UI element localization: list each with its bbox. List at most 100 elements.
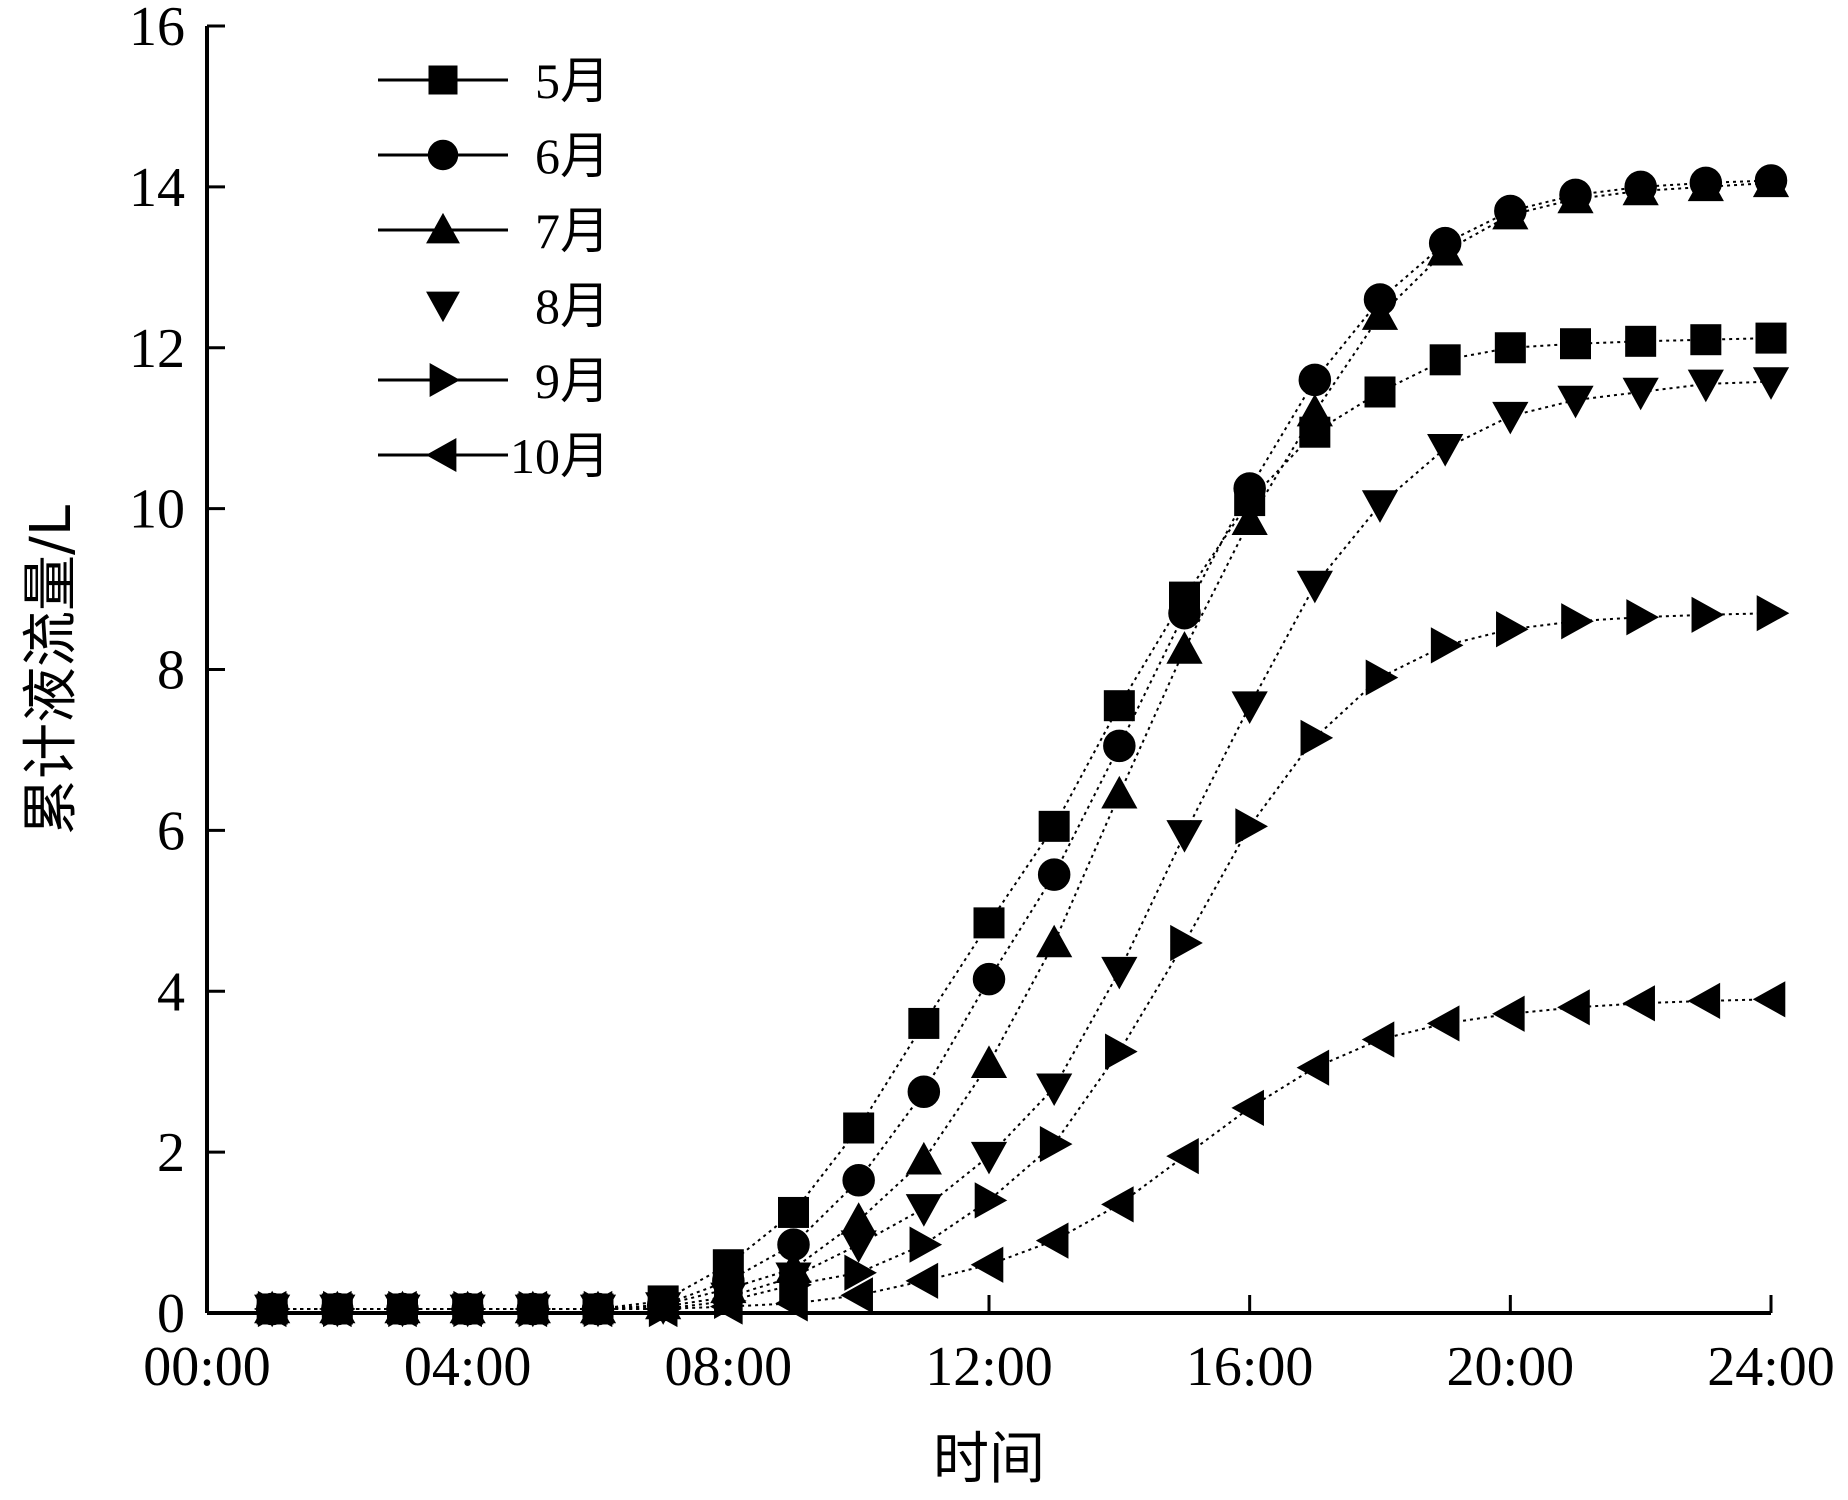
- series-line: [272, 181, 1772, 1310]
- legend-marker: [428, 65, 458, 95]
- series-line: [272, 179, 1772, 1310]
- data-point: [972, 962, 1006, 996]
- data-point: [514, 1290, 548, 1328]
- data-point: [1494, 332, 1526, 364]
- x-tick-label: 04:00: [404, 1336, 532, 1398]
- data-point: [840, 1277, 873, 1314]
- data-point: [1492, 196, 1529, 230]
- data-point: [1361, 1021, 1395, 1058]
- x-tick-label: 12:00: [925, 1336, 1053, 1398]
- data-point: [1426, 1005, 1460, 1042]
- data-point: [1626, 599, 1659, 636]
- data-point: [1233, 472, 1266, 505]
- data-point: [1752, 367, 1790, 400]
- data-point: [1427, 433, 1464, 467]
- y-tick-label: 16: [129, 0, 185, 58]
- data-point: [907, 1075, 941, 1109]
- data-point: [1756, 595, 1790, 632]
- y-tick-label: 4: [157, 961, 185, 1023]
- y-tick-label: 8: [157, 640, 185, 702]
- data-point: [1365, 659, 1399, 696]
- data-point: [1168, 596, 1201, 630]
- data-point: [1622, 377, 1659, 411]
- data-point: [843, 1112, 875, 1144]
- data-point: [1496, 611, 1529, 648]
- legend-item: 9月: [378, 353, 610, 409]
- legend-item: 10月: [378, 428, 610, 484]
- data-point: [1625, 325, 1657, 357]
- series-5: [257, 595, 1790, 1328]
- series-2: [255, 164, 1788, 1326]
- legend-item: 5月: [378, 53, 610, 109]
- data-point: [644, 1290, 678, 1328]
- legend-marker: [426, 212, 460, 244]
- y-tick-label: 0: [157, 1283, 185, 1345]
- data-point: [1622, 985, 1655, 1022]
- data-point: [1103, 690, 1135, 722]
- y-tick-label: 6: [157, 800, 185, 862]
- data-point: [1361, 297, 1399, 330]
- series-line: [272, 337, 1772, 1310]
- data-point: [908, 1007, 940, 1039]
- legend-label: 5月: [535, 53, 610, 109]
- data-point: [1296, 570, 1333, 604]
- legend-label: 10月: [510, 428, 610, 484]
- data-point: [973, 907, 1005, 939]
- legend-label: 6月: [535, 128, 610, 184]
- data-point: [840, 1230, 877, 1263]
- data-point: [909, 1226, 943, 1263]
- data-point: [1687, 369, 1724, 403]
- data-point: [840, 1202, 877, 1235]
- x-tick-label: 24:00: [1707, 1336, 1835, 1398]
- data-point: [1038, 810, 1070, 842]
- data-point: [1296, 393, 1333, 427]
- data-point: [1691, 596, 1725, 633]
- data-point: [1300, 719, 1334, 756]
- data-point: [1231, 502, 1268, 535]
- legend: 5月 6月 7月 8月 9月 10月: [378, 53, 610, 484]
- data-point: [1557, 180, 1594, 214]
- data-point: [579, 1290, 613, 1328]
- data-point: [1231, 691, 1268, 724]
- data-point: [1752, 981, 1786, 1018]
- data-point: [1430, 627, 1464, 664]
- data-point: [1755, 322, 1787, 354]
- data-point: [1166, 1138, 1199, 1175]
- data-point: [1105, 1033, 1138, 1070]
- data-point: [974, 1182, 1008, 1219]
- data-point: [1235, 808, 1268, 845]
- legend-marker: [429, 363, 461, 397]
- data-point: [1036, 1073, 1073, 1107]
- series-3: [254, 164, 1790, 1324]
- data-point: [1035, 1222, 1069, 1259]
- data-point: [1690, 324, 1722, 356]
- data-point: [1101, 956, 1138, 990]
- data-point: [1557, 385, 1594, 419]
- data-point: [1429, 344, 1461, 376]
- data-point: [1492, 995, 1525, 1032]
- data-point: [1687, 168, 1724, 202]
- x-tick-label: 16:00: [1186, 1336, 1314, 1398]
- data-point: [1166, 820, 1203, 853]
- data-point: [1557, 989, 1590, 1026]
- legend-marker: [426, 291, 460, 323]
- data-point: [905, 1194, 942, 1227]
- series-4: [254, 367, 1790, 1328]
- data-point: [1560, 328, 1591, 360]
- data-point: [1364, 376, 1396, 408]
- data-point: [1170, 924, 1203, 962]
- data-point: [1492, 401, 1529, 435]
- data-point: [1036, 924, 1073, 958]
- data-point: [970, 1246, 1004, 1283]
- y-tick-label: 10: [129, 479, 185, 541]
- x-tick-label: 08:00: [665, 1336, 793, 1398]
- legend-label: 7月: [535, 203, 610, 259]
- data-point: [1752, 164, 1790, 198]
- data-point: [1622, 172, 1659, 206]
- data-point: [1231, 1089, 1264, 1126]
- data-point: [1101, 1186, 1134, 1223]
- x-tick-label: 00:00: [143, 1336, 271, 1398]
- data-point: [1296, 1049, 1330, 1086]
- data-point: [253, 1290, 287, 1328]
